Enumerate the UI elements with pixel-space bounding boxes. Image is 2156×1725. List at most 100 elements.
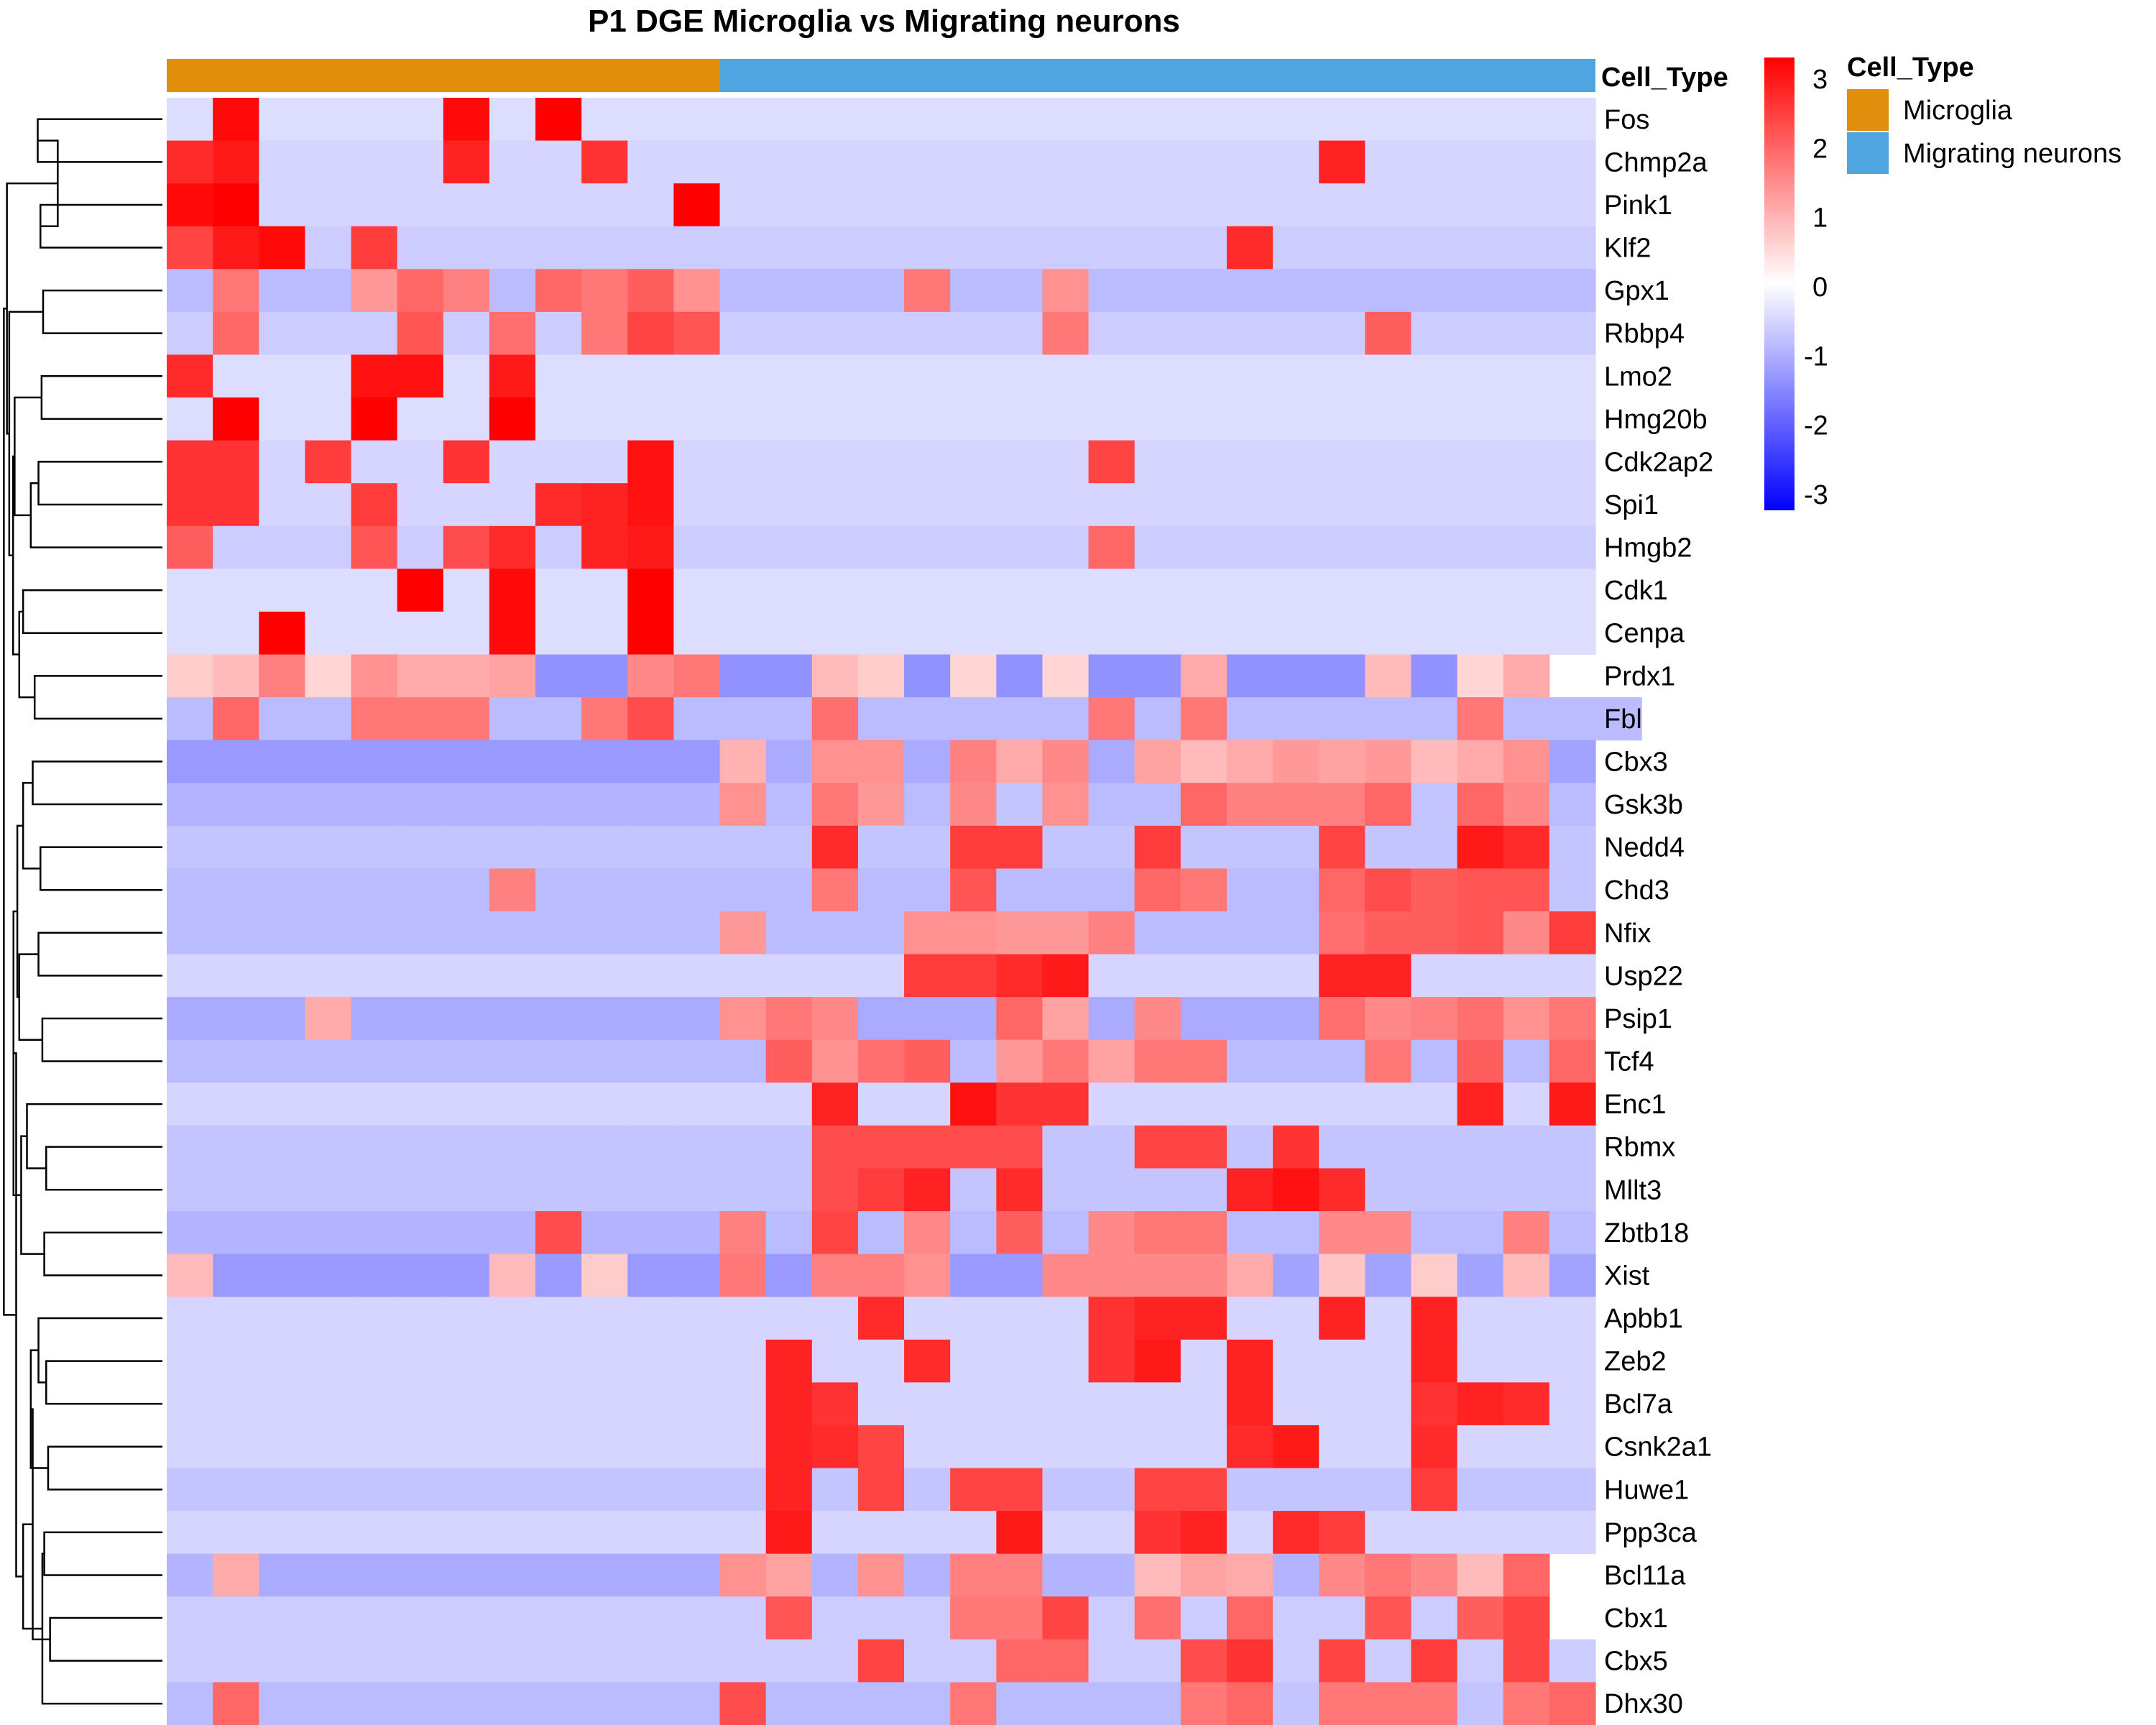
heatmap-cell (305, 825, 352, 870)
heatmap-cell (719, 783, 767, 827)
row-label: Gpx1 (1604, 276, 1669, 306)
heatmap-cell (719, 1425, 767, 1469)
heatmap-cell (765, 98, 813, 142)
heatmap-cell (1180, 569, 1227, 612)
dendrogram-branch (37, 1317, 162, 1384)
heatmap-cell (213, 740, 259, 783)
heatmap-cell (1134, 440, 1181, 484)
heatmap-cell (1549, 1425, 1596, 1469)
heatmap-cell (581, 1125, 628, 1169)
heatmap-cell (857, 1553, 905, 1597)
heatmap-cell (1042, 1297, 1089, 1340)
heatmap-cell (213, 1082, 259, 1126)
heatmap-cell (857, 440, 905, 484)
heatmap-cell (443, 1596, 490, 1640)
heatmap-cell (1088, 611, 1135, 656)
heatmap-cell (996, 654, 1044, 698)
dendrogram-branch (14, 396, 42, 517)
heatmap-cell (1134, 98, 1181, 142)
heatmap-cell (443, 1682, 490, 1725)
heatmap-cell (1273, 654, 1319, 698)
heatmap-cell (1134, 183, 1181, 227)
heatmap-cell (305, 740, 352, 783)
heatmap-cell (765, 1382, 813, 1426)
heatmap-cell (1365, 654, 1412, 698)
heatmap-cell (1042, 1082, 1089, 1126)
heatmap-cell (1319, 440, 1365, 484)
heatmap-cell (1088, 1682, 1135, 1725)
row-label: Mllt3 (1604, 1175, 1662, 1205)
heatmap-cell (351, 397, 398, 441)
heatmap-cell (904, 1168, 951, 1212)
heatmap-cell (765, 1297, 813, 1340)
heatmap-cell (351, 1339, 398, 1383)
heatmap-cell (1180, 1039, 1227, 1083)
heatmap-cell (1319, 183, 1365, 227)
heatmap-cell (627, 654, 675, 698)
heatmap-cell (1503, 183, 1550, 227)
heatmap-cell (857, 954, 905, 998)
heatmap-cell (1411, 269, 1458, 313)
heatmap-cell (397, 611, 444, 656)
dendrogram-branch (26, 1103, 162, 1169)
heatmap-cell (167, 1468, 213, 1512)
heatmap-cell (1365, 525, 1412, 569)
heatmap-cell (996, 354, 1044, 398)
heatmap-cell (443, 440, 490, 484)
heatmap-cell (904, 483, 951, 527)
heatmap-cell (719, 1639, 767, 1683)
heatmap-cell (996, 1639, 1044, 1683)
heatmap-cell (950, 697, 997, 741)
heatmap-cell (259, 1553, 305, 1597)
dendrogram-branch (11, 455, 19, 656)
heatmap-cell (1088, 1339, 1135, 1383)
heatmap-cell (259, 911, 305, 955)
heatmap-cell (673, 226, 721, 270)
heatmap-cell (1273, 1596, 1319, 1640)
heatmap-cell (1365, 397, 1412, 441)
heatmap-cell (857, 1682, 905, 1725)
heatmap-cell (673, 98, 721, 142)
heatmap-cell (1042, 183, 1089, 227)
heatmap-cell (857, 1297, 905, 1340)
heatmap-cell (1180, 654, 1227, 698)
heatmap-cell (1365, 140, 1412, 184)
heatmap-cell (996, 1425, 1044, 1469)
heatmap-cell (535, 354, 582, 398)
heatmap-cell (811, 1596, 859, 1640)
heatmap-cell (443, 1297, 490, 1340)
heatmap-cell (996, 1553, 1044, 1597)
dendrogram-branch (32, 760, 162, 806)
heatmap-cell (489, 997, 536, 1041)
legend-swatch-0 (1847, 89, 1889, 131)
heatmap-cell (1457, 1168, 1504, 1212)
heatmap-cell (1549, 1511, 1596, 1555)
dendrogram-branch (30, 1408, 50, 1641)
heatmap-cell (950, 868, 997, 912)
heatmap-cell (1273, 183, 1319, 227)
heatmap-cell (581, 1596, 628, 1640)
heatmap-cell (1365, 1425, 1412, 1469)
heatmap-cell (1180, 1511, 1227, 1555)
heatmap-cell (167, 1082, 213, 1126)
row-label: Tcf4 (1604, 1047, 1654, 1077)
heatmap-cell (305, 911, 352, 955)
heatmap-cell (1088, 183, 1135, 227)
heatmap-cell (489, 1297, 536, 1340)
heatmap-cell (1549, 183, 1596, 227)
heatmap-cell (765, 1254, 813, 1297)
heatmap-cell (1503, 1297, 1550, 1340)
heatmap-cell (397, 783, 444, 827)
heatmap-cell (1411, 997, 1458, 1041)
heatmap-cell (765, 483, 813, 527)
heatmap-cell (1503, 611, 1550, 656)
heatmap-cell (1319, 654, 1365, 698)
heatmap-cell (1088, 354, 1135, 398)
heatmap-cell (581, 1682, 628, 1725)
heatmap-cell (1365, 1468, 1412, 1512)
heatmap-cell (581, 654, 628, 698)
heatmap-cell (673, 654, 721, 698)
heatmap-cell (1411, 311, 1458, 356)
heatmap-cell (673, 1125, 721, 1169)
heatmap-cell (1042, 1596, 1089, 1640)
